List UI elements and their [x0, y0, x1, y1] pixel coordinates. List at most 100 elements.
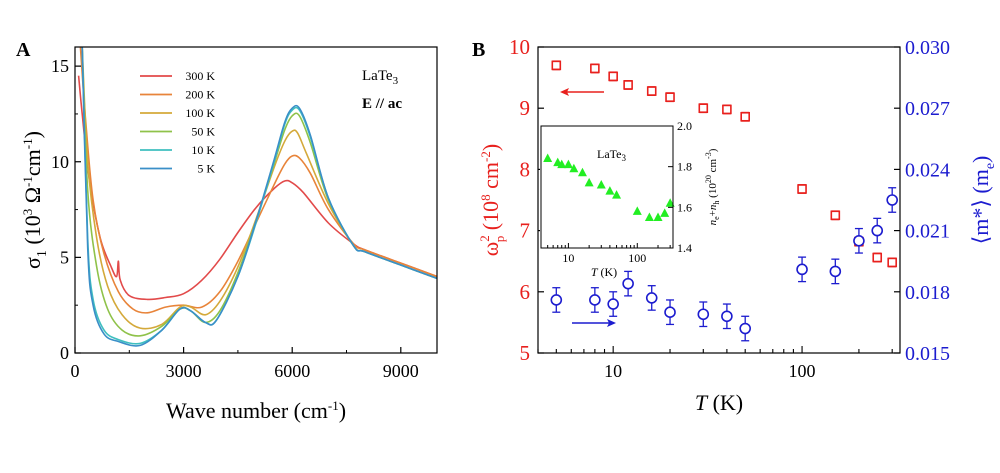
y-tick-label: 15	[51, 56, 69, 76]
panel-a-y-ticks: 0 5 10 15	[51, 56, 81, 363]
panel-a-field-annotation: E // ac	[362, 96, 402, 112]
data-point-mass	[886, 187, 898, 213]
data-point-mass	[871, 217, 884, 244]
data-point-omega	[646, 86, 657, 96]
data-point-omega	[590, 63, 600, 74]
panel-b: B 10 100 5 6 7 8 9 10 0.015 0.018 0.021 0.024 0.02…	[472, 35, 998, 415]
series-line-300k	[77, 75, 437, 301]
inset-triangle-marker	[605, 186, 615, 195]
data-point-mass	[645, 285, 658, 311]
left-tick-label: 10	[509, 35, 530, 59]
left-tick-label: 6	[520, 280, 531, 304]
left-tick-label: 9	[520, 96, 531, 120]
right-tick-label: 0.021	[905, 221, 950, 243]
square-marker	[646, 86, 657, 96]
legend-label-50k: 50 K	[191, 125, 215, 139]
inset-sample-label: LaTe3	[597, 147, 626, 163]
square-marker	[887, 257, 897, 268]
panel-a-x-ticks: 0 3000 6000 9000	[71, 347, 419, 381]
data-point-omega	[551, 60, 562, 71]
circle-marker	[589, 294, 601, 306]
inset-y-ticks: 1.4 1.6 1.8 2.0	[668, 119, 692, 255]
data-point-omega	[665, 92, 675, 103]
square-marker	[797, 184, 807, 194]
panel-a-legend: 300 K 200 K 100 K 50 K 10 K 5 K	[140, 69, 215, 176]
panel-b-left-axis-label: ω2p (108 cm-2)	[477, 144, 507, 256]
inset-y-tick-label: 2.0	[677, 119, 692, 133]
inset-triangle-marker	[632, 206, 642, 215]
panel-a-plot-area	[77, 47, 437, 347]
panel-b-x-axis-label: T (K)	[695, 390, 743, 415]
series-line-200k	[79, 47, 437, 314]
data-point-mass	[721, 303, 733, 330]
y-tick-label: 10	[51, 152, 69, 172]
data-point-omega	[698, 103, 709, 114]
data-point-mass	[550, 287, 563, 313]
data-point-omega	[740, 111, 750, 122]
series-line-10k	[81, 47, 437, 345]
inset-triangle-marker	[596, 179, 606, 189]
inset-triangle-marker	[557, 159, 567, 169]
inset-y-tick-label: 1.4	[677, 241, 692, 255]
panel-a-sample-annotation: LaTe3	[362, 68, 399, 87]
inset-frame	[540, 125, 674, 249]
inset-triangle-marker	[577, 167, 587, 177]
inset-triangle-marker	[543, 153, 553, 163]
data-point-mass	[853, 227, 865, 254]
square-marker	[872, 252, 883, 263]
inset-x-ticks: 10 100	[540, 243, 671, 265]
left-axis-arrow-head	[560, 88, 569, 96]
circle-marker	[871, 224, 884, 237]
circle-marker	[607, 298, 619, 310]
y-tick-label: 5	[60, 247, 69, 267]
data-point-mass	[796, 256, 808, 283]
circle-marker	[886, 194, 898, 206]
panel-b-left-ticks: 5 6 7 8 9 10	[509, 35, 544, 365]
circle-marker	[829, 265, 842, 278]
circle-marker	[721, 310, 733, 323]
legend-label-300k: 300 K	[185, 69, 215, 83]
inset-triangle-marker	[660, 208, 670, 217]
left-tick-label: 8	[520, 157, 531, 181]
panel-b-plot-area	[550, 60, 898, 342]
circle-marker	[645, 292, 658, 304]
y-tick-label: 0	[60, 343, 69, 363]
legend-label-10k: 10 K	[191, 143, 215, 157]
data-point-omega	[887, 257, 897, 268]
inset-triangle-marker	[612, 190, 622, 199]
square-marker	[722, 104, 732, 115]
data-point-mass	[607, 291, 619, 317]
inset-triangle-marker	[563, 159, 573, 169]
legend-label-100k: 100 K	[185, 106, 215, 120]
x-tick-label: 100	[789, 361, 816, 381]
panel-b-right-ticks: 0.015 0.018 0.021 0.024 0.027 0.030	[894, 37, 950, 365]
inset-triangle-marker	[653, 212, 663, 221]
panel-a-frame	[74, 46, 438, 354]
square-marker	[608, 71, 618, 82]
series-line-100k	[81, 47, 437, 330]
square-marker	[590, 63, 600, 74]
inset-y-axis-label: ne+nh (1020 cm-3)	[704, 148, 721, 225]
panel-a-x-axis-label: Wave number (cm-1)	[166, 398, 346, 423]
inset-x-tick-label: 10	[562, 251, 574, 265]
x-tick-label: 10	[604, 361, 622, 381]
data-point-mass	[664, 299, 676, 326]
data-point-omega	[797, 184, 807, 194]
data-point-mass	[589, 287, 601, 313]
circle-marker	[622, 277, 634, 290]
data-point-mass	[697, 301, 710, 328]
data-point-omega	[608, 71, 618, 82]
square-marker	[830, 210, 841, 221]
circle-marker	[697, 308, 710, 321]
square-marker	[551, 60, 562, 71]
series-line-50k	[81, 47, 437, 337]
circle-marker	[664, 306, 676, 319]
panel-a: A 0 3000 6000 9000 0 5 10 15 Wave number (cm-1…	[16, 39, 438, 423]
panel-b-axis-arrows	[560, 88, 616, 327]
panel-b-right-axis-label: ⟨m*⟩ (me)	[968, 156, 998, 245]
inset-triangle-marker	[569, 163, 579, 173]
square-marker	[698, 103, 709, 113]
circle-marker	[796, 263, 808, 276]
